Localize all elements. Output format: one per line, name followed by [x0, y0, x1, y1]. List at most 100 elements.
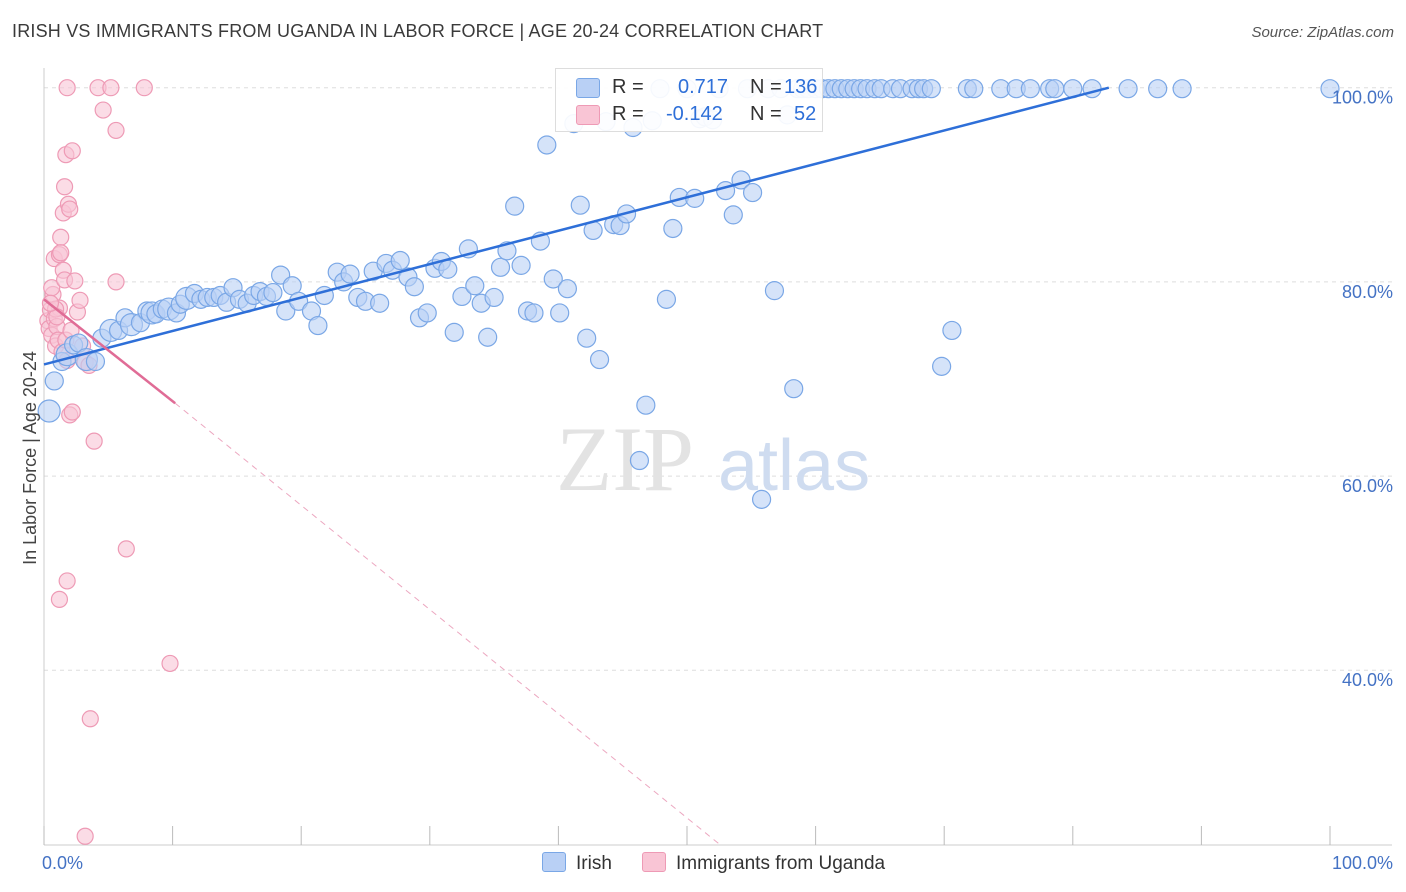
uganda-point [107, 121, 125, 140]
irish-point [438, 259, 458, 279]
irish-point [370, 293, 390, 313]
uganda-point [52, 228, 70, 246]
irish-point [557, 279, 578, 299]
uganda-point [50, 590, 69, 608]
gridlines [44, 87, 1392, 671]
y-tick-label: 80.0% [1342, 282, 1393, 302]
irish-point [764, 281, 785, 301]
irish-point [263, 282, 283, 303]
uganda-point [161, 654, 179, 673]
source-label: Source: ZipAtlas.com [1251, 24, 1394, 41]
irish-point [685, 188, 705, 208]
irish-point [340, 264, 360, 284]
irish-point [715, 181, 736, 201]
uganda-point [107, 273, 125, 291]
uganda-point [135, 79, 153, 97]
irish-trend-line [43, 86, 1110, 366]
irish-point [452, 286, 472, 307]
irish-point [570, 195, 590, 215]
irish-n-value: 136 [784, 76, 818, 98]
irish-point [784, 379, 804, 399]
irish-point [543, 269, 563, 289]
uganda-point [52, 244, 70, 262]
tick-labels: 40.0% 60.0% 80.0% 100.0% 0.0% 100.0% [42, 88, 1393, 873]
irish-r-value: 0.717 [678, 76, 729, 98]
watermark-atlas: atlas [718, 426, 870, 506]
irish-point [390, 250, 410, 271]
irish-point [85, 351, 106, 372]
irish-point [44, 371, 64, 391]
uganda-point [63, 403, 81, 421]
irish-point [1118, 79, 1138, 99]
uganda-point [58, 572, 76, 590]
irish-point [550, 303, 570, 323]
irish-point [505, 196, 525, 216]
y-tick-label: 100.0% [1332, 88, 1393, 108]
uganda-point [76, 827, 94, 845]
irish-point [478, 327, 498, 347]
x-tick-label-max: 100.0% [1332, 853, 1393, 873]
watermark-zip: ZIP [556, 408, 694, 510]
axes [43, 68, 1392, 846]
irish-point [465, 276, 485, 296]
irish-point [723, 205, 743, 225]
irish-point [942, 320, 962, 341]
x-tick-label-min: 0.0% [42, 853, 83, 873]
irish-point [589, 349, 610, 370]
uganda-n-value: 52 [794, 103, 817, 125]
irish-n-label: N = [750, 76, 782, 98]
irish-point [636, 395, 656, 415]
uganda-point [55, 178, 74, 196]
irish-point [37, 399, 61, 423]
stats-legend: R = 0.717 N = 136 R = -0.142 N = 52 [555, 68, 823, 132]
irish-point [1172, 79, 1192, 99]
irish-point [663, 218, 683, 239]
irish-swatch [576, 78, 600, 98]
uganda-r-label: R = [612, 103, 644, 125]
uganda-points [39, 79, 179, 845]
legend-irish-swatch [542, 852, 566, 872]
irish-point [537, 135, 557, 155]
uganda-point [85, 432, 103, 450]
irish-point [656, 289, 677, 309]
legend-uganda-label: Immigrants from Uganda [676, 853, 886, 874]
uganda-r-value: -0.142 [666, 103, 723, 125]
uganda-point [117, 540, 135, 558]
irish-point [921, 79, 941, 99]
uganda-point [81, 710, 99, 728]
irish-point [1045, 79, 1065, 99]
irish-point [1148, 79, 1168, 99]
irish-point [964, 79, 984, 99]
trend-lines [43, 86, 1110, 846]
irish-point [511, 255, 531, 275]
irish-point [490, 257, 511, 277]
uganda-point [63, 142, 81, 160]
uganda-point [102, 79, 120, 97]
uganda-n-label: N = [750, 103, 782, 125]
uganda-swatch [576, 105, 600, 125]
irish-r-label: R = [612, 76, 644, 98]
uganda-point [66, 272, 84, 290]
irish-point [404, 277, 424, 297]
legend-item-irish: Irish [542, 852, 612, 875]
irish-point [524, 303, 544, 323]
uganda-trend-extension [174, 402, 721, 846]
watermark: ZIP atlas [556, 408, 870, 510]
y-axis-label: In Labor Force | Age 20-24 [20, 351, 40, 565]
legend-item-uganda: Immigrants from Uganda [642, 852, 885, 875]
chart-title: IRISH VS IMMIGRANTS FROM UGANDA IN LABOR… [12, 21, 824, 41]
uganda-point [71, 291, 89, 309]
uganda-point [61, 200, 79, 218]
y-tick-label: 40.0% [1342, 670, 1393, 690]
irish-point [1320, 79, 1340, 99]
irish-point [751, 489, 772, 509]
irish-point [629, 450, 650, 471]
irish-point [932, 356, 952, 376]
irish-point [444, 322, 464, 342]
uganda-trend-line [43, 298, 176, 405]
irish-point [742, 182, 763, 203]
legend-irish-label: Irish [576, 853, 612, 874]
irish-point [484, 287, 504, 308]
y-tick-label: 60.0% [1342, 476, 1393, 496]
